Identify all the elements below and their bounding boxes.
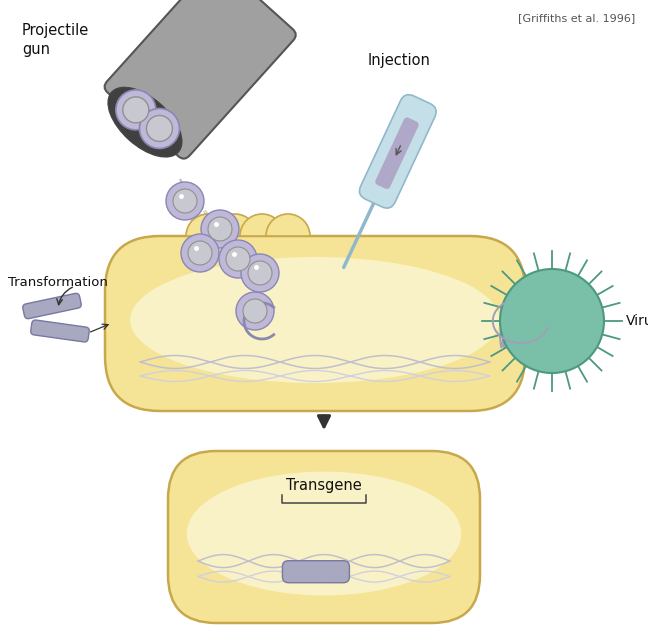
Circle shape [241,254,279,292]
Wedge shape [213,214,257,236]
Text: Transgene: Transgene [286,478,362,493]
FancyBboxPatch shape [30,320,89,342]
Circle shape [166,182,204,220]
Circle shape [219,240,257,278]
Circle shape [243,299,267,323]
FancyBboxPatch shape [23,294,81,319]
Circle shape [208,217,232,241]
Ellipse shape [130,257,500,383]
Wedge shape [266,214,310,236]
Text: Projectile
gun: Projectile gun [22,23,89,56]
Text: Transformation: Transformation [8,276,108,290]
Circle shape [146,115,172,142]
Text: Injection: Injection [368,53,431,68]
Circle shape [116,90,156,130]
Circle shape [181,234,219,272]
Wedge shape [240,214,284,236]
Ellipse shape [108,88,181,157]
Circle shape [236,292,274,330]
FancyBboxPatch shape [105,236,525,411]
FancyBboxPatch shape [168,451,480,623]
FancyBboxPatch shape [104,0,295,159]
Ellipse shape [187,472,461,595]
FancyBboxPatch shape [375,117,419,189]
Text: [Griffiths et al. 1996]: [Griffiths et al. 1996] [518,13,635,23]
Wedge shape [186,214,230,236]
Circle shape [123,97,149,123]
FancyBboxPatch shape [283,561,349,583]
FancyBboxPatch shape [360,95,436,208]
Circle shape [173,189,197,213]
Circle shape [500,269,604,373]
Circle shape [201,210,239,248]
Text: Virus: Virus [626,314,648,328]
Circle shape [248,261,272,285]
Circle shape [226,247,250,271]
Circle shape [139,108,179,149]
Circle shape [188,241,212,265]
